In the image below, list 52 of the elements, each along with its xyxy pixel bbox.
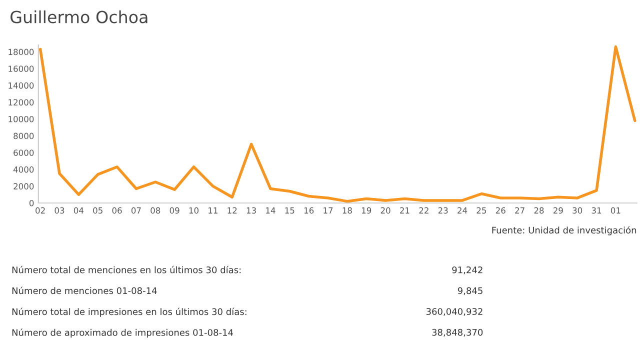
x-tick-label: 09	[170, 207, 180, 214]
text: 38,848,370	[432, 328, 483, 337]
x-tick-label: 25	[476, 207, 486, 214]
text: 91,242	[452, 266, 482, 274]
x-tick-label: 20	[380, 207, 390, 214]
chart-title: Guillermo Ochoa	[10, 10, 148, 24]
text: 9,845	[458, 287, 482, 296]
y-tick-label: 18000	[8, 48, 34, 56]
text: 360,040,932	[426, 308, 482, 316]
x-tick-label: 30	[572, 207, 582, 214]
x-tick-label: 29	[553, 207, 563, 214]
y-tick-label: 4000	[13, 166, 34, 173]
y-tick-label: 8000	[14, 132, 34, 140]
y-tick-label: 12000	[8, 99, 34, 106]
x-tick-label: 11	[208, 207, 218, 214]
y-tick-label: 16000	[8, 66, 34, 72]
x-tick-label: 05	[93, 207, 102, 214]
x-tick-label: 27	[515, 207, 524, 214]
x-tick-label: 12	[228, 207, 237, 214]
text: Número total de menciones en los últimos 30 días:	[12, 266, 241, 274]
text: Número total de impresiones en los últimos 30 días:	[12, 308, 246, 317]
y-tick-label: 6000	[14, 150, 34, 156]
x-tick-label: 04	[74, 207, 84, 214]
x-tick-label: 15	[285, 207, 294, 214]
x-tick-label: 21	[400, 207, 410, 214]
y-tick-label: 10000	[8, 116, 34, 122]
x-tick-label: 07	[131, 207, 141, 214]
x-tick-label: 14	[266, 207, 276, 214]
x-tick-label: 10	[189, 207, 198, 214]
x-tick-label: 03	[54, 207, 64, 214]
source-note: Fuente: Unidad de investigación	[492, 226, 636, 236]
y-tick-label: 14000	[8, 82, 34, 89]
x-tick-label: 24	[458, 207, 468, 214]
x-tick-label: 31	[592, 207, 602, 214]
text: Número de aproximado de impresiones 01-08-14	[12, 328, 234, 338]
x-tick-label: 26	[496, 207, 506, 214]
x-tick-label: 28	[534, 207, 544, 214]
x-tick-label: 13	[246, 207, 256, 214]
x-tick-label: 18	[342, 207, 352, 214]
line-series	[38, 45, 636, 203]
y-tick-label: 2000	[14, 183, 34, 190]
x-tick-label: 16	[304, 207, 314, 214]
x-tick-label: 02	[36, 207, 45, 214]
y-tick-label: 0	[29, 200, 34, 206]
text: Número de menciones 01-08-14	[12, 286, 157, 294]
x-tick-label: 17	[324, 207, 333, 214]
x-tick-label: 22	[419, 207, 428, 214]
x-tick-label: 23	[438, 207, 448, 214]
x-tick-label: 06	[112, 207, 122, 214]
x-tick-label: 08	[150, 207, 160, 214]
x-tick-label: 01	[610, 207, 620, 214]
x-tick-label: 19	[362, 207, 372, 214]
